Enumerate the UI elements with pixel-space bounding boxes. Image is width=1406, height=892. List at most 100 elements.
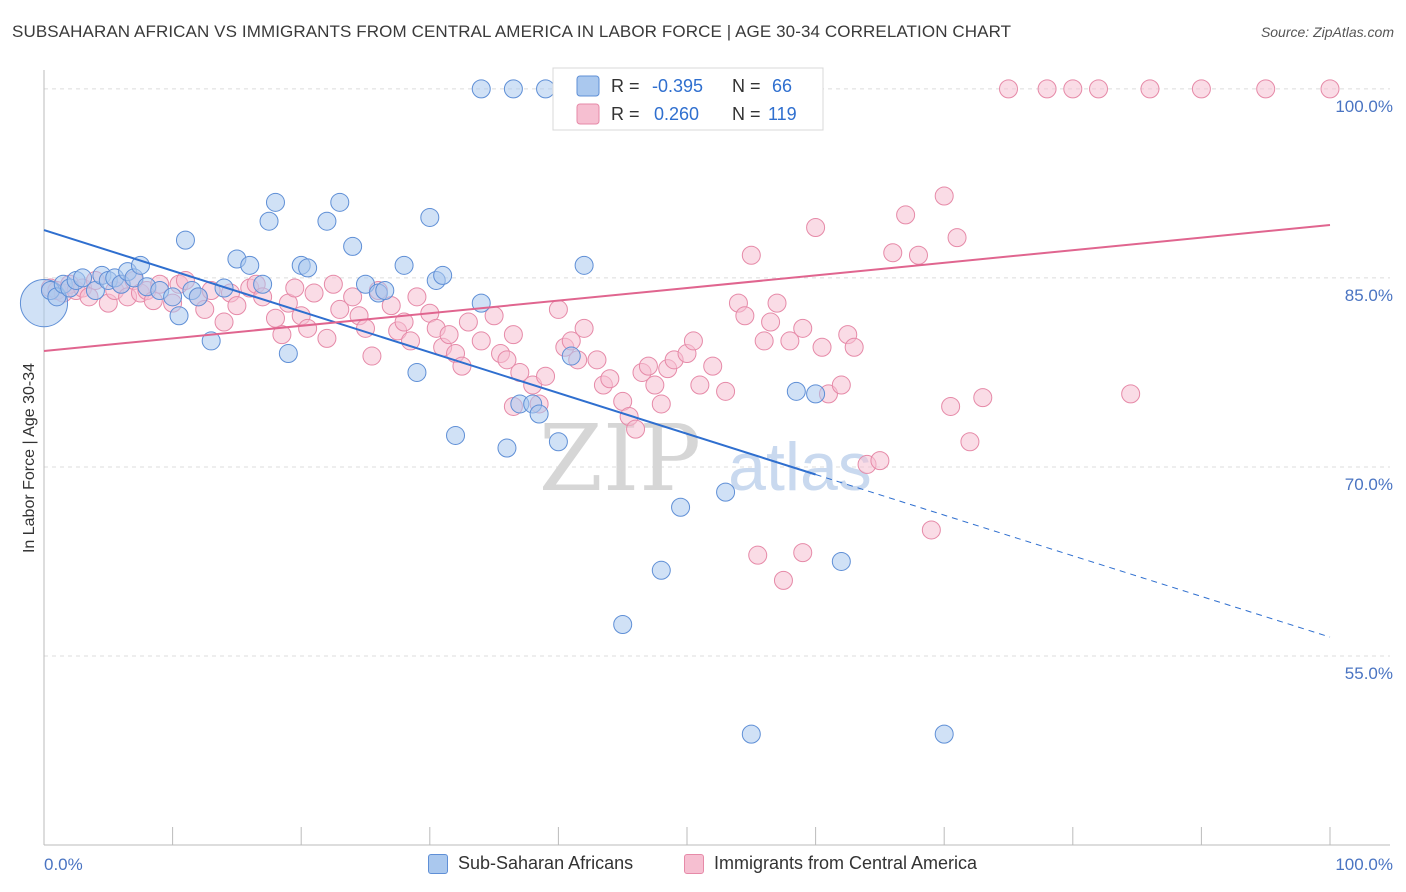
central-america-point [716, 381, 736, 401]
legend-r-label-2: R = [611, 104, 640, 124]
subsaharan-point [259, 211, 279, 231]
subsaharan-point [407, 362, 427, 382]
legend-item-central-america[interactable]: Immigrants from Central America [684, 853, 977, 874]
y-axis-label: In Labor Force | Age 30-34 [21, 363, 38, 553]
trend-lines [43, 224, 1331, 638]
subsaharan-point [446, 425, 466, 445]
legend-n-value-1: 66 [772, 76, 792, 96]
central-america-point [407, 287, 427, 307]
subsaharan-point [175, 230, 195, 250]
subsaharan-point [536, 79, 556, 99]
subsaharan-point [169, 306, 189, 326]
central-america-point [960, 432, 980, 452]
legend-swatch-blue [576, 75, 600, 97]
subsaharan-point [561, 346, 581, 366]
legend-swatch-pink [576, 103, 600, 125]
subsaharan-point [201, 331, 221, 351]
central-america-point [1140, 79, 1160, 99]
central-america-point [503, 325, 523, 345]
central-america-point [272, 325, 292, 345]
subsaharan-point [394, 255, 414, 275]
central-america-point [1063, 79, 1083, 99]
subsaharan-point [265, 192, 285, 212]
subsaharan-point [278, 344, 298, 364]
central-america-point [645, 375, 665, 395]
stats-legend: R = -0.395 N = 66 R = 0.260 N = 119 [552, 67, 824, 131]
central-america-point [536, 366, 556, 386]
central-america-point [497, 350, 517, 370]
central-america-point [298, 318, 318, 338]
legend-n-value-2: 119 [768, 104, 797, 124]
central-america-point [458, 312, 478, 332]
subsaharan-point [831, 551, 851, 571]
subsaharan-point [420, 207, 440, 227]
y-tick-label: 85.0% [1345, 286, 1393, 305]
subsaharan-point [806, 384, 826, 404]
central-america-point [651, 394, 671, 414]
trend-line-central-america [43, 224, 1331, 353]
central-america-point [323, 274, 343, 294]
central-america-point [330, 299, 350, 319]
legend-n-label-2: N = [732, 104, 761, 124]
central-america-point [587, 350, 607, 370]
central-america-point [214, 312, 234, 332]
central-america-point [793, 543, 813, 563]
central-america-point [471, 331, 491, 351]
subsaharan-point [471, 79, 491, 99]
central-america-point [690, 375, 710, 395]
legend-r-value-2: 0.260 [654, 104, 699, 124]
central-america-point [317, 328, 337, 348]
legend-label-central-america: Immigrants from Central America [714, 853, 978, 873]
subsaharan-point [253, 274, 273, 294]
central-america-point [973, 388, 993, 408]
subsaharan-point [671, 497, 691, 517]
central-america-point [767, 293, 787, 313]
central-america-point [1037, 79, 1057, 99]
legend-label-subsaharan: Sub-Saharan Africans [458, 853, 634, 873]
legend-r-label-1: R = [611, 76, 640, 96]
legend-n-label-1: N = [732, 76, 761, 96]
central-america-point [896, 205, 916, 225]
subsaharan-point [330, 192, 350, 212]
subsaharan-point [786, 381, 806, 401]
central-america-point [683, 331, 703, 351]
central-america-point [227, 296, 247, 316]
subsaharan-point [529, 404, 549, 424]
central-america-point [806, 218, 826, 238]
central-america-point [780, 331, 800, 351]
y-tick-label: 100.0% [1335, 97, 1393, 116]
subsaharan-point [343, 236, 363, 256]
central-america-point [844, 337, 864, 357]
central-america-point [773, 570, 793, 590]
central-america-point [1320, 79, 1340, 99]
legend-r-value-1: -0.395 [652, 76, 703, 96]
x-tick-label: 100.0% [1335, 855, 1393, 874]
central-america-point [947, 228, 967, 248]
subsaharan-point [73, 268, 93, 288]
central-america-point [1191, 79, 1211, 99]
subsaharan-point [497, 438, 517, 458]
central-america-point [812, 337, 832, 357]
subsaharan-point [716, 482, 736, 502]
series-central-america-points [40, 79, 1340, 590]
central-america-point [831, 375, 851, 395]
trend-line-subsaharan-extension [815, 474, 1331, 638]
central-america-point [703, 356, 723, 376]
chart-title: SUBSAHARAN AFRICAN VS IMMIGRANTS FROM CE… [12, 22, 1012, 41]
legend-item-subsaharan[interactable]: Sub-Saharan Africans [428, 853, 633, 874]
x-tick-label: 0.0% [44, 855, 83, 874]
central-america-point [793, 318, 813, 338]
trend-line-subsaharan [43, 229, 816, 476]
central-america-point [908, 245, 928, 265]
central-america-point [870, 451, 890, 471]
subsaharan-point [188, 287, 208, 307]
central-america-point [754, 331, 774, 351]
subsaharan-point [298, 258, 318, 278]
central-america-point [548, 299, 568, 319]
central-america-point [285, 278, 305, 298]
watermark-zip: ZIP [539, 405, 701, 512]
central-america-point [638, 356, 658, 376]
central-america-point [439, 325, 459, 345]
subsaharan-point [240, 255, 260, 275]
